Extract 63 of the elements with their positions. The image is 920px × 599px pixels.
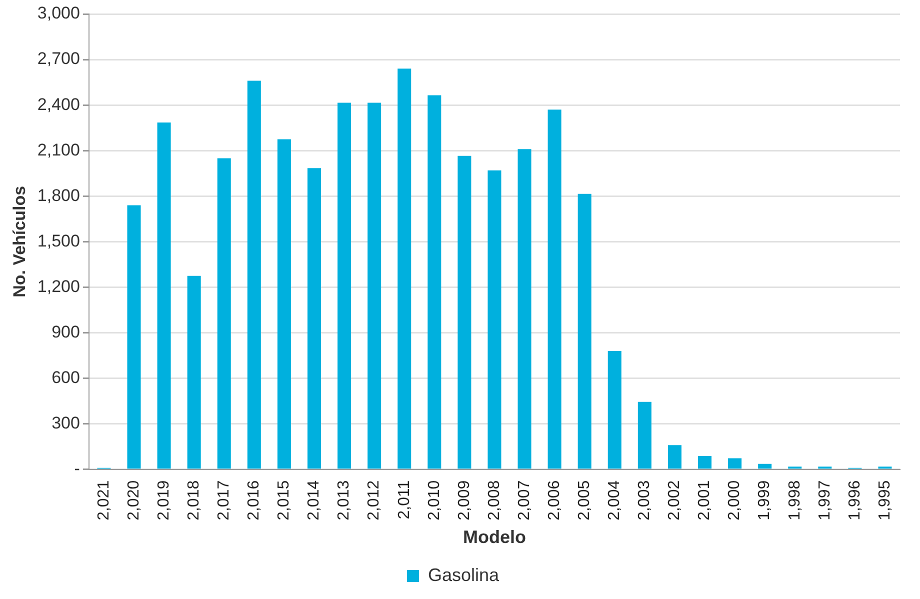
x-tick-label: 2,010 xyxy=(426,480,443,520)
bar xyxy=(488,170,502,469)
x-tick-label: 2,005 xyxy=(576,480,593,520)
x-tick-label: 2,009 xyxy=(456,480,473,520)
x-tick-label: 2,018 xyxy=(185,480,202,520)
x-tick-label: 2,000 xyxy=(726,480,744,520)
x-tick-label: 2,017 xyxy=(216,480,233,520)
bar xyxy=(728,458,742,469)
bar xyxy=(698,456,712,469)
x-tick-label: 2,013 xyxy=(336,480,353,520)
y-tick-label: 1,200 xyxy=(37,276,80,296)
x-tick-label: 2,020 xyxy=(125,480,142,520)
x-tick-label: 2,008 xyxy=(486,480,503,520)
x-tick-label: 2,014 xyxy=(306,480,323,520)
legend-label: Gasolina xyxy=(428,564,500,585)
y-tick-label: 600 xyxy=(52,368,80,387)
bar xyxy=(548,110,562,469)
x-tick-label: 2,006 xyxy=(546,480,563,520)
bar xyxy=(247,80,261,469)
x-tick-label: 2,007 xyxy=(516,480,533,520)
bar xyxy=(518,149,532,469)
x-tick-label: 2,016 xyxy=(246,480,263,520)
y-tick-label: 1,500 xyxy=(37,231,80,250)
bar xyxy=(277,139,291,469)
y-tick-label: 1,800 xyxy=(37,186,80,205)
y-axis-title: No. Vehículos xyxy=(10,186,29,298)
bar xyxy=(578,194,592,469)
bar xyxy=(458,156,472,469)
bar xyxy=(217,158,231,469)
bar xyxy=(127,205,141,469)
x-tick-label: 1,999 xyxy=(756,480,774,520)
y-tick-label: 2,700 xyxy=(37,49,80,68)
x-tick-label: 2,015 xyxy=(276,480,293,520)
y-tick-label: - xyxy=(74,459,80,478)
bar xyxy=(668,445,682,469)
x-tick-label: 2,019 xyxy=(155,480,172,520)
x-tick-label: 2,002 xyxy=(666,480,684,520)
bar xyxy=(307,168,321,469)
bar xyxy=(428,95,442,469)
bar xyxy=(368,102,382,469)
x-tick-label: 2,001 xyxy=(696,480,714,520)
x-tick-label: 1,997 xyxy=(816,480,834,520)
x-axis-title: Modelo xyxy=(462,527,526,548)
bar xyxy=(638,402,652,469)
bar xyxy=(338,102,352,469)
x-tick-label: 2,011 xyxy=(396,480,413,520)
bar xyxy=(608,350,622,469)
y-tick-label: 900 xyxy=(52,322,80,342)
bar xyxy=(398,68,412,469)
x-tick-label: 2,003 xyxy=(636,480,654,520)
x-tick-label: 1,998 xyxy=(786,480,804,520)
bar xyxy=(187,276,201,469)
x-tick-label: 2,021 xyxy=(95,480,112,520)
y-tick-label: 2,100 xyxy=(37,140,80,160)
y-tick-label: 3,000 xyxy=(37,4,80,23)
bar xyxy=(157,122,171,469)
x-tick-label: 1,995 xyxy=(876,480,894,520)
y-tick-label: 300 xyxy=(52,414,80,433)
bar xyxy=(758,464,772,469)
x-tick-label: 2,004 xyxy=(606,480,624,520)
y-tick-label: 2,400 xyxy=(37,94,80,114)
x-tick-label: 2,012 xyxy=(366,480,383,520)
x-tick-label: 1,996 xyxy=(846,480,864,520)
